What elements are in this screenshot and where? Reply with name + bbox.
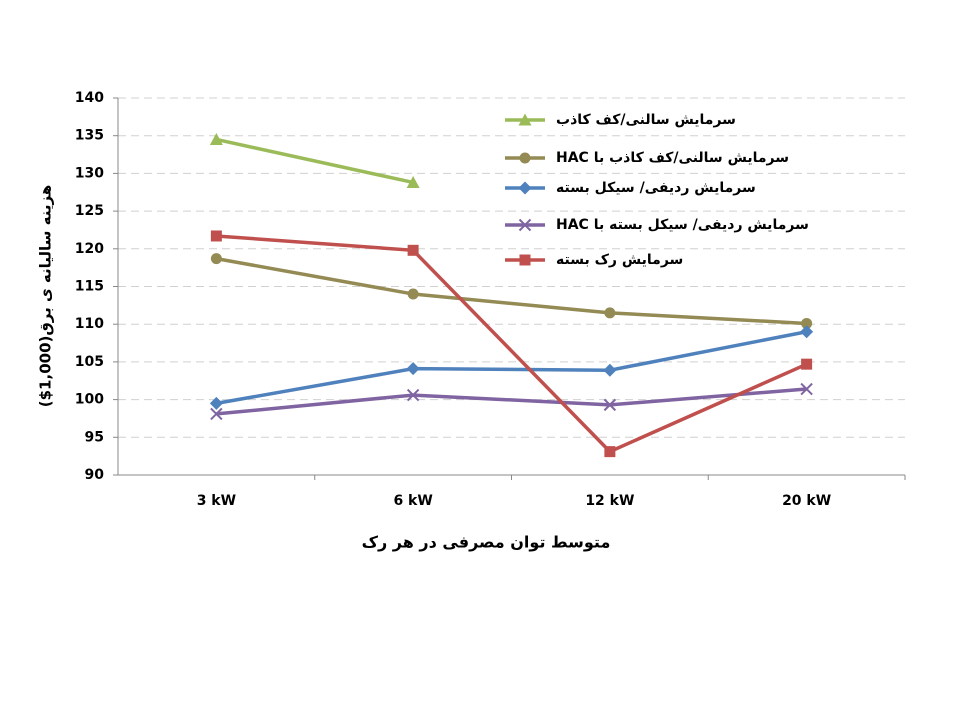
y-tick-label: 135	[75, 128, 104, 144]
data-point	[604, 307, 616, 319]
data-point	[801, 358, 813, 370]
x-tick-label: 6 kW	[393, 493, 432, 509]
legend-marker	[518, 218, 532, 232]
data-point	[800, 382, 813, 396]
data-point	[210, 230, 222, 242]
y-tick-label: 105	[75, 354, 104, 370]
x-tick-label: 20 kW	[782, 493, 831, 509]
data-point	[210, 407, 223, 421]
legend-label: سرمایش رک بسته	[556, 252, 683, 268]
legend-marker	[518, 113, 532, 126]
x-tick-label: 3 kW	[197, 493, 236, 509]
x-axis-label: متوسط توان مصرفی در هر رک	[362, 533, 611, 552]
legend-label: سرمایش ردیفی/ سیکل بسته	[556, 180, 756, 196]
y-tick-label: 100	[75, 392, 104, 408]
data-point	[209, 396, 223, 410]
data-point	[603, 398, 617, 412]
legend-marker	[519, 152, 531, 164]
y-tick-label: 90	[85, 467, 105, 483]
legend-marker	[519, 254, 531, 266]
y-tick-label: 125	[75, 203, 104, 219]
y-axis-label: هزینه سالیانه ی برق(1,000$)	[37, 185, 55, 407]
data-point	[209, 132, 223, 145]
data-point	[407, 244, 419, 256]
legend-label: سرمایش سالنی/کف کاذب	[556, 112, 736, 128]
data-point	[801, 317, 813, 329]
data-point	[800, 325, 814, 339]
y-tick-label: 130	[75, 165, 104, 181]
series-line	[216, 387, 807, 416]
y-tick-label: 115	[75, 279, 104, 295]
data-point	[407, 288, 419, 300]
y-tick-label: 140	[75, 90, 104, 106]
legend-label: سرمایش سالنی/کف کاذب با HAC	[556, 150, 789, 166]
x-tick-label: 12 kW	[585, 493, 634, 509]
data-point	[210, 253, 222, 265]
data-point	[406, 362, 420, 376]
data-point	[603, 363, 617, 377]
data-point	[406, 388, 420, 402]
data-point	[604, 446, 616, 458]
series-line	[216, 256, 807, 326]
y-tick-label: 95	[85, 429, 104, 445]
series-line	[216, 234, 808, 454]
legend-label: سرمایش ردیفی/ سیکل بسته با HAC	[556, 217, 809, 233]
legend-marker	[518, 181, 532, 195]
y-tick-label: 120	[75, 241, 104, 257]
data-point	[406, 175, 420, 188]
series-line	[216, 330, 807, 406]
series-line	[216, 137, 414, 185]
y-tick-label: 110	[75, 316, 104, 332]
